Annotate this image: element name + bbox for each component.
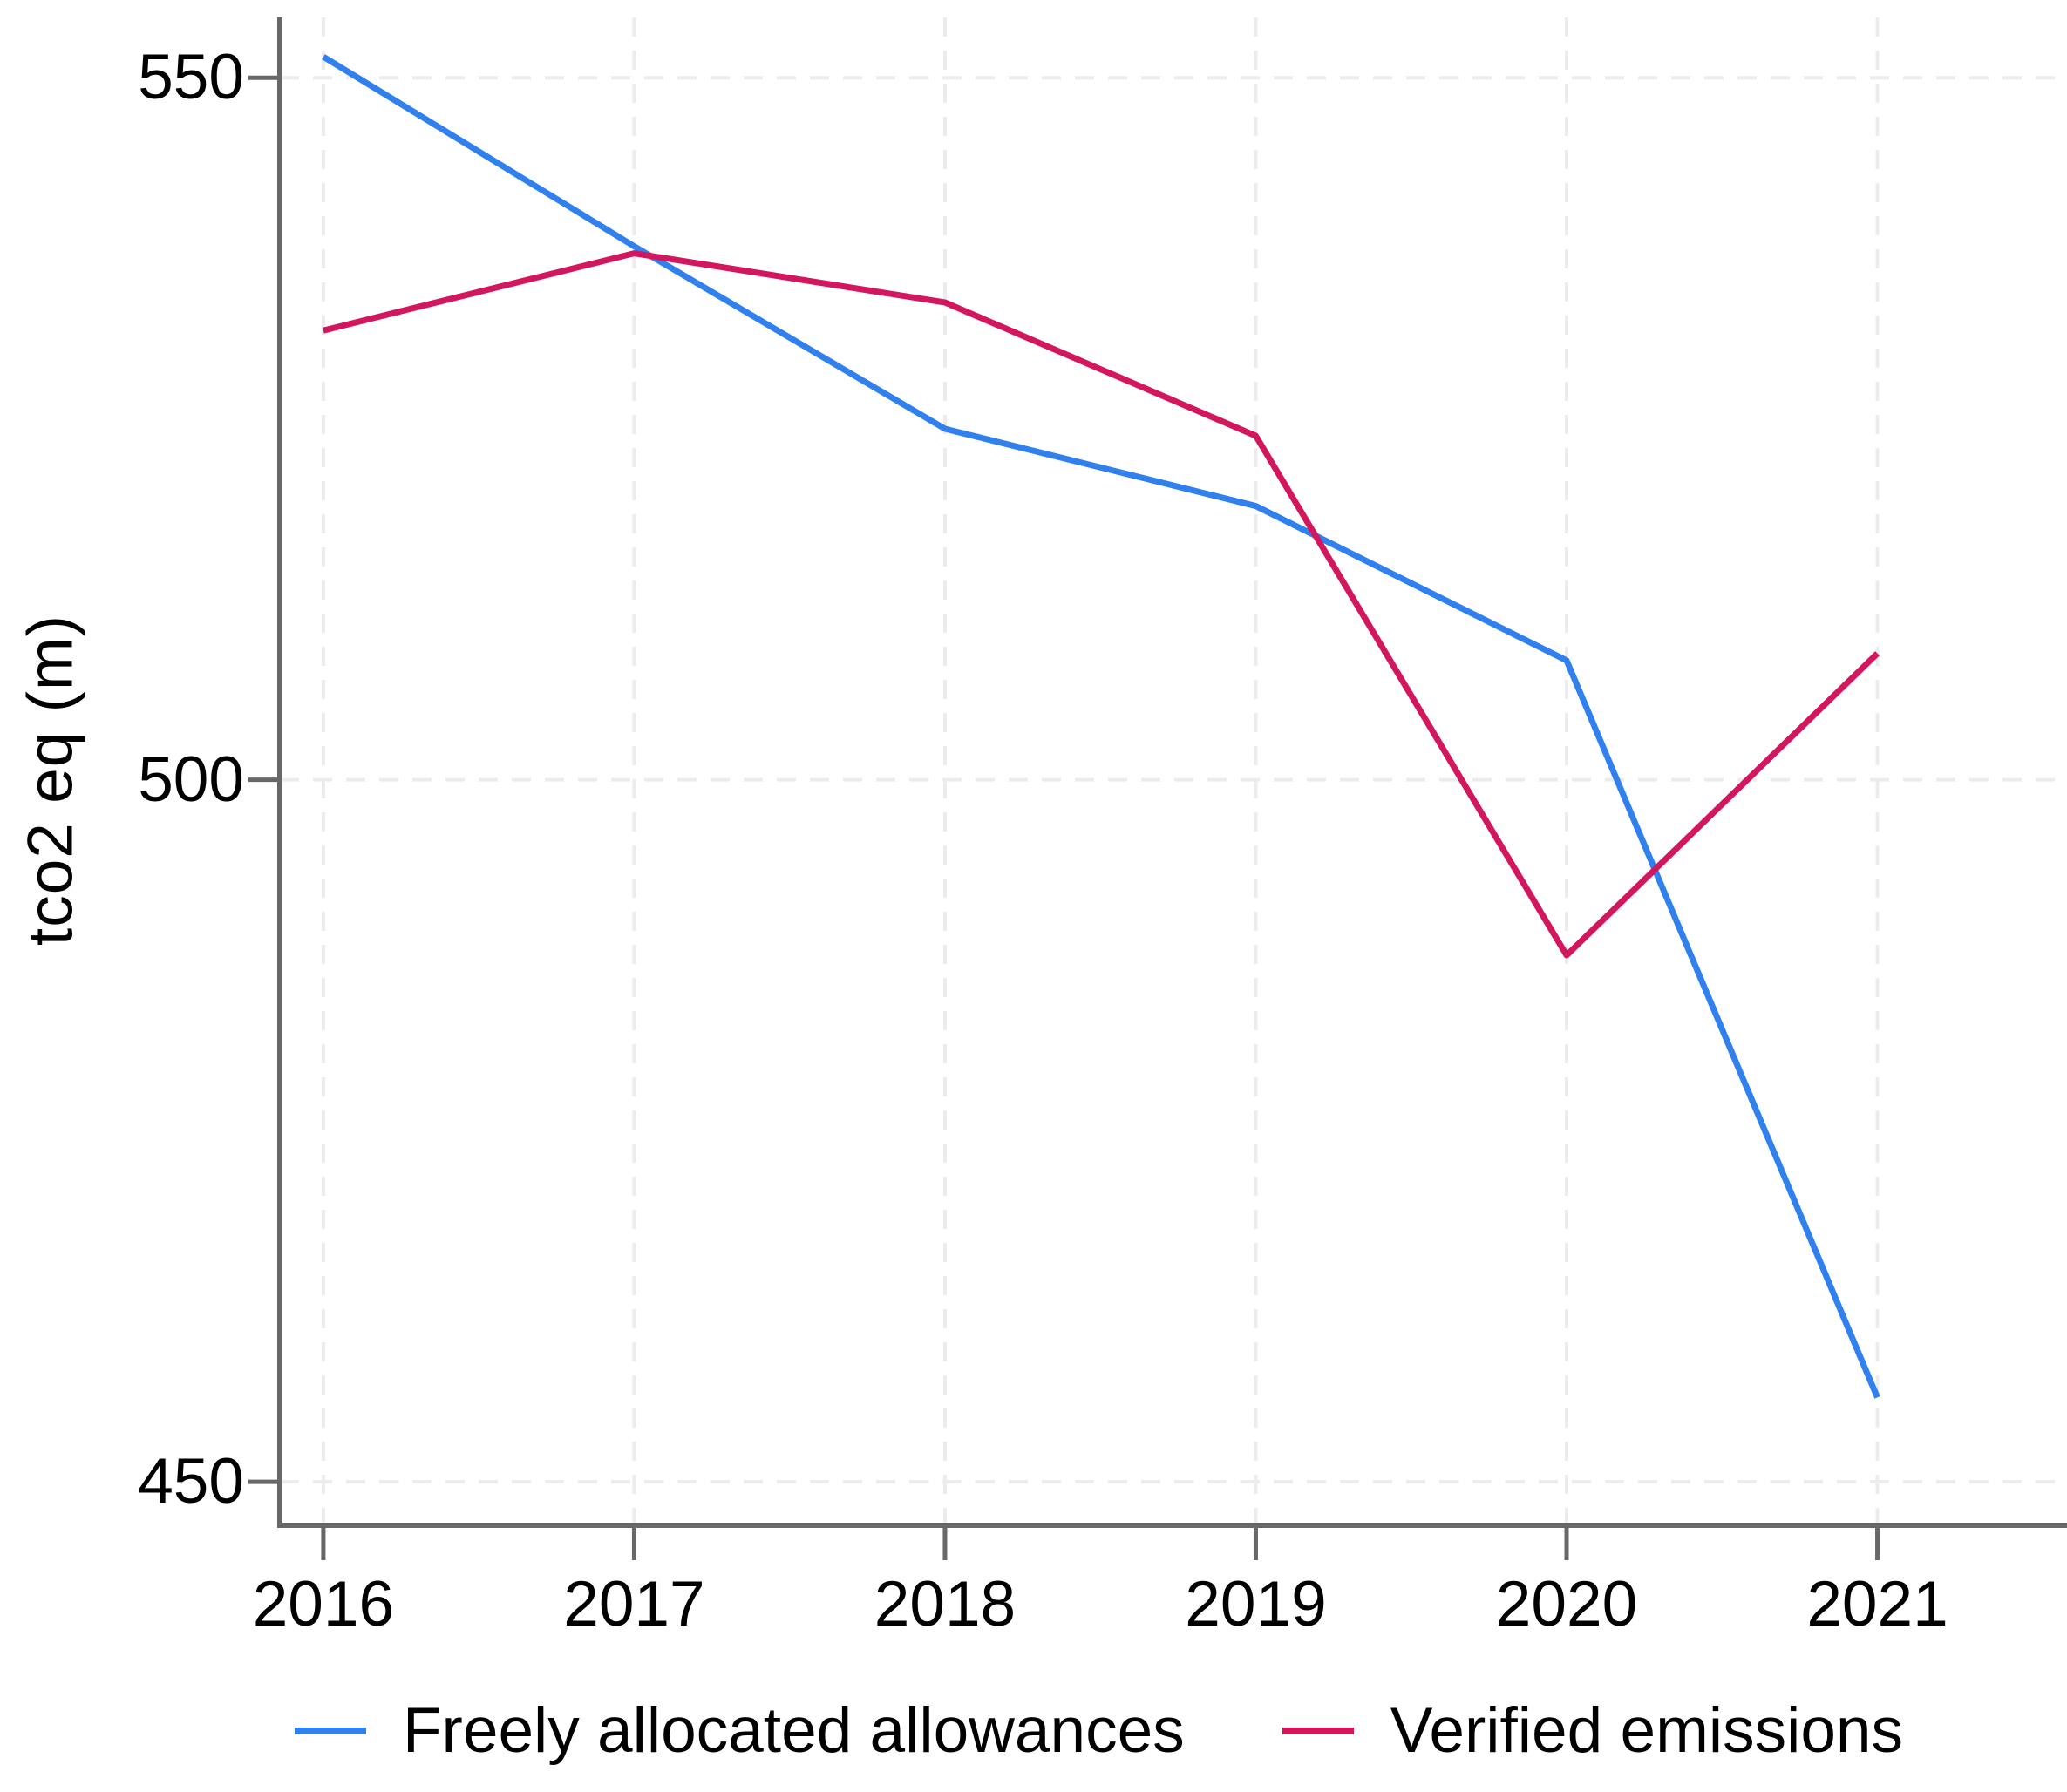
y-tick-label-550: 550 — [138, 42, 244, 113]
y-axis-title: tco2 eq (m) — [15, 614, 86, 947]
x-tick-label-2020: 2020 — [1495, 1569, 1638, 1639]
legend-label-freely-allocated-allowances: Freely allocated allowances — [402, 1695, 1185, 1766]
legend-line-swatch-blue — [294, 1728, 366, 1734]
x-tick-label-2018: 2018 — [874, 1569, 1017, 1639]
series-line-0 — [322, 54, 1880, 1399]
legend-line-swatch-red — [1282, 1728, 1354, 1734]
legend-item-verified-emissions: Verified emissions — [1282, 1698, 1903, 1764]
legend-label-verified-emissions: Verified emissions — [1390, 1695, 1904, 1766]
x-tick-label-2017: 2017 — [563, 1569, 705, 1639]
x-tick-label-2019: 2019 — [1185, 1569, 1327, 1639]
y-tick-label-450: 450 — [138, 1446, 244, 1517]
x-tick-label-2021: 2021 — [1806, 1569, 1948, 1639]
legend-item-freely-allocated-allowances: Freely allocated allowances — [294, 1695, 1185, 1766]
legend: Freely allocated allowances Verified emi… — [0, 1698, 2067, 1764]
y-tick-label-500: 500 — [138, 743, 244, 815]
x-tick-label-2016: 2016 — [252, 1569, 395, 1639]
series-line-1 — [323, 250, 1880, 959]
